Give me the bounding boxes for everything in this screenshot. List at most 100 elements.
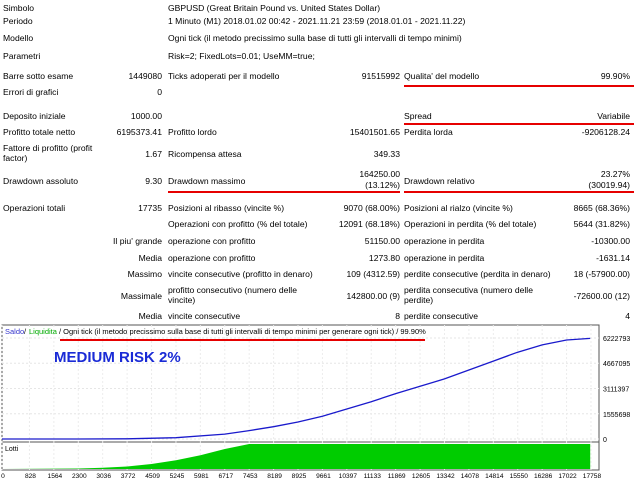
errors-label: Errori di grafici — [3, 87, 59, 97]
x-tick-label: 11869 — [388, 473, 406, 480]
max-losses-label: perdite consecutive (perdita in denaro) — [404, 269, 551, 279]
params-label: Parametri — [3, 51, 41, 61]
avg-cons-wins-label: vincite consecutive — [168, 311, 241, 321]
x-tick-label: 17758 — [583, 473, 602, 480]
avg-cons-losses-value: 4 — [625, 311, 630, 321]
dd-max-value: 164250.00 — [359, 169, 400, 179]
params-value: Risk=2; FixedLots=0.01; UseMM=true; — [168, 51, 315, 61]
avg-win-value: 1273.80 — [368, 253, 400, 263]
y-tick-label: 1555698 — [603, 412, 630, 419]
long-value: 8665 (68.36%) — [573, 203, 630, 213]
largest-label: Il piu' grande — [113, 236, 162, 246]
strategy-report: Simbolo GBPUSD (Great Britain Pound vs. … — [3, 3, 634, 321]
avg-loss-value: -1631.14 — [596, 253, 630, 263]
average-label: Media — [138, 253, 162, 263]
dd-rel-value: 23.27% — [600, 169, 630, 179]
loss-trades-value: 5644 (31.82%) — [573, 219, 630, 229]
avg-cons-losses-label: perdite consecutive — [404, 311, 479, 321]
x-tick-label: 0 — [1, 473, 5, 480]
gross-profit-label: Profitto lordo — [168, 127, 217, 137]
x-tick-label: 17022 — [558, 473, 577, 480]
total-trades-value: 17735 — [138, 203, 162, 213]
win-trades-label: Operazioni con profitto (% del totale) — [168, 219, 308, 229]
x-tick-label: 12605 — [412, 473, 431, 480]
x-tick-label: 3036 — [96, 473, 111, 480]
win-trades-value: 12091 (68.18%) — [338, 219, 400, 229]
symbol-label: Simbolo — [3, 3, 35, 13]
x-tick-label: 6717 — [218, 473, 233, 480]
x-tick-label: 8925 — [292, 473, 307, 480]
gross-profit-value: 15401501.65 — [349, 127, 400, 137]
total-trades-label: Operazioni totali — [3, 203, 66, 213]
x-tick-label: 2300 — [72, 473, 87, 480]
legend-liquidita: Liquidita — [29, 327, 58, 336]
loss-trades-label: Operazioni in perdita (% del totale) — [404, 219, 537, 229]
avg-cons-wins-value: 8 — [395, 311, 400, 321]
x-tick-label: 14078 — [461, 473, 480, 480]
profit-factor-label: Fattore di profitto (profit factor) — [3, 143, 93, 163]
highlight-underline — [404, 123, 634, 125]
bars-value: 1449080 — [128, 71, 162, 81]
quality-value: 99.90% — [600, 71, 630, 81]
x-tick-label: 14814 — [485, 473, 504, 480]
maximal-loss-label: perdita consecutiva (numero delle perdit… — [404, 285, 533, 305]
x-tick-label: 4509 — [145, 473, 160, 480]
largest-loss-label: operazione in perdita — [404, 236, 485, 246]
x-tick-label: 16286 — [534, 473, 553, 480]
avg-win-label: operazione con profitto — [168, 253, 256, 263]
maximal-loss-value: -72600.00 (12) — [573, 291, 630, 301]
spread-label: Spread — [404, 111, 432, 121]
period-label: Periodo — [3, 16, 33, 26]
highlight-underline — [168, 191, 400, 193]
highlight-underline — [404, 191, 634, 193]
balance-chart: 0 1555698 3111397 4667095 6222793 0 828 1564 23… — [0, 322, 640, 480]
lots-label: Lotti — [5, 446, 19, 453]
balance-chart-panel: 0 1555698 3111397 4667095 6222793 0 828 1564 23… — [0, 322, 640, 480]
profit-factor-value: 1.67 — [145, 149, 162, 159]
largest-loss-value: -10300.00 — [591, 236, 630, 246]
dd-max-label: Drawdown massimo — [168, 176, 246, 186]
max-wins-label: vincite consecutive (profitto in denaro) — [168, 269, 313, 279]
model-value: Ogni tick (il metodo precissimo sulla ba… — [168, 33, 462, 43]
highlight-underline — [60, 339, 425, 341]
avg-consecutive-label: Media — [138, 311, 162, 321]
gross-loss-label: Perdita lorda — [404, 127, 453, 137]
x-tick-label: 10397 — [339, 473, 358, 480]
dd-abs-label: Drawdown assoluto — [3, 176, 78, 186]
x-tick-label: 11133 — [364, 473, 382, 480]
x-tick-label: 15550 — [510, 473, 529, 480]
largest-win-value: 51150.00 — [364, 236, 400, 246]
maximal-profit-label: profitto consecutivo (numero delle vinci… — [168, 285, 297, 305]
maximal-label: Massimale — [120, 291, 162, 301]
payoff-label: Ricompensa attesa — [168, 149, 242, 159]
ticks-label: Ticks adoperati per il modello — [168, 71, 280, 81]
deposit-label: Deposito iniziale — [3, 111, 66, 121]
highlight-underline — [404, 85, 634, 87]
gross-loss-value: -9206128.24 — [581, 127, 630, 137]
dd-rel-label: Drawdown relativo — [404, 176, 475, 186]
x-tick-label: 1564 — [48, 473, 63, 480]
y-tick-label: 4667095 — [603, 361, 630, 368]
quality-label: Qualita' del modello — [404, 71, 480, 81]
x-tick-label: 13342 — [436, 473, 455, 480]
long-label: Posizioni al rialzo (vincite %) — [404, 203, 513, 213]
x-tick-label: 3772 — [121, 473, 136, 480]
spread-value: Variabile — [597, 111, 630, 121]
y-tick-label: 6222793 — [603, 336, 630, 343]
dd-rel-amount: (30019.94) — [588, 180, 630, 190]
legend-sep: / — [24, 327, 27, 336]
dd-abs-value: 9.30 — [145, 176, 162, 186]
deposit-value: 1000.00 — [130, 111, 162, 121]
x-tick-label: 5245 — [170, 473, 185, 480]
y-tick-label: 3111397 — [603, 387, 629, 394]
net-profit-label: Profitto totale netto — [3, 127, 76, 137]
short-value: 9070 (68.00%) — [343, 203, 400, 213]
payoff-value: 349.33 — [373, 149, 400, 159]
y-tick-label: 0 — [603, 437, 607, 444]
dd-max-percent: (13.12%) — [365, 180, 400, 190]
lots-area — [2, 444, 591, 469]
largest-win-label: operazione con profitto — [168, 236, 256, 246]
maximum-label: Massimo — [127, 269, 162, 279]
short-label: Posizioni al ribasso (vincite %) — [168, 203, 285, 213]
x-tick-label: 9661 — [316, 473, 331, 480]
